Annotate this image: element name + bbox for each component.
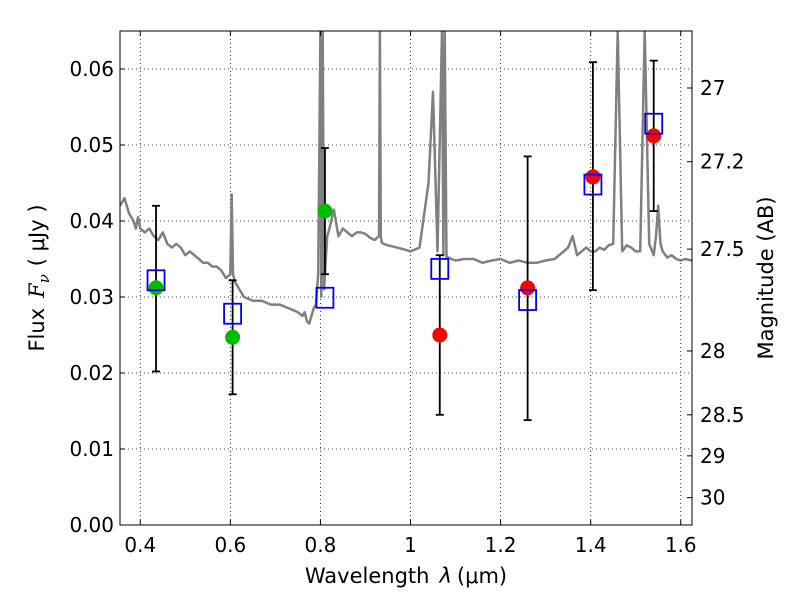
y-tick-label: 0.06 <box>69 57 114 81</box>
observed-point-green <box>148 280 164 296</box>
model-box <box>315 286 335 309</box>
model-box <box>146 269 166 292</box>
y-tick-label: 0.04 <box>69 209 114 233</box>
plot-frame <box>119 30 693 526</box>
observed-point-green <box>225 329 241 345</box>
y-tick-label: 0.05 <box>69 133 114 157</box>
y2-tick-label: 30 <box>700 486 725 510</box>
x-tick-label: 1.2 <box>485 533 517 557</box>
observed-point-green <box>317 203 333 219</box>
model-box <box>644 112 664 135</box>
y2-axis-label: Magnitude (AB) <box>754 196 778 359</box>
x-tick-label: 1.6 <box>665 533 697 557</box>
x-axis-label-prefix: Wavelength <box>305 564 430 588</box>
x-axis-label: Wavelength λ (μm) <box>305 564 507 588</box>
y-tick-label: 0.01 <box>69 437 114 461</box>
y2-tick-label: 27.2 <box>700 150 745 174</box>
y-tick-label: 0.00 <box>69 513 114 537</box>
model-box <box>518 289 538 311</box>
model-box <box>583 173 603 196</box>
y-tick-label: 0.03 <box>69 285 114 309</box>
x-tick-label: 0.6 <box>214 533 246 557</box>
x-axis-label-unit: (μm) <box>457 564 507 588</box>
grid-lines <box>120 31 692 525</box>
y2-tick-label: 28 <box>700 339 725 363</box>
x-tick-label: 0.4 <box>124 533 156 557</box>
model-box <box>223 302 242 325</box>
spectrum-layer <box>120 31 692 325</box>
model-box-layer <box>146 112 664 325</box>
y-axis-label: Flux Fν ( μJy ) <box>25 204 53 351</box>
observed-point-red <box>646 128 662 144</box>
observed-point-red <box>520 280 536 296</box>
y2-axis-ticks: 27 27.2 27.5 28 28.5 29 30 <box>687 76 745 510</box>
y-axis-label-prefix: Flux <box>25 308 49 352</box>
y2-tick-label: 27.5 <box>700 237 745 261</box>
x-axis-ticks: 0.4 0.6 0.8 1 1.2 1.4 1.6 <box>124 31 697 557</box>
y-axis-ticks: 0.00 0.01 0.02 0.03 0.04 0.05 0.06 <box>69 57 125 537</box>
x-tick-label: 1 <box>404 533 417 557</box>
y-axis-label-sub: ν <box>35 274 53 283</box>
y-axis-label-unit: ( μJy ) <box>25 204 49 266</box>
x-tick-label: 1.4 <box>575 533 607 557</box>
spectrum-line <box>120 31 692 325</box>
observed-point-red <box>585 169 601 185</box>
model-box <box>430 257 450 280</box>
plot-background <box>120 31 692 525</box>
point-layer <box>148 128 662 345</box>
x-tick-label: 0.8 <box>305 533 337 557</box>
y2-tick-label: 27 <box>700 76 725 100</box>
y2-tick-label: 29 <box>700 444 725 468</box>
y-axis-label-symbol: F <box>25 282 49 299</box>
y-tick-label: 0.02 <box>69 361 114 385</box>
x-axis-label-symbol: λ <box>438 564 451 588</box>
y2-tick-label: 28.5 <box>700 403 745 427</box>
observed-point-red <box>432 327 448 343</box>
